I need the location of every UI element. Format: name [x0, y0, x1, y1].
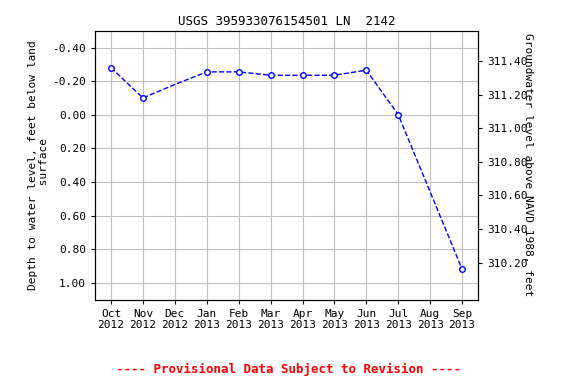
Y-axis label: Groundwater level above NAVD 1988, feet: Groundwater level above NAVD 1988, feet — [523, 33, 533, 297]
Title: USGS 395933076154501 LN  2142: USGS 395933076154501 LN 2142 — [178, 15, 395, 28]
Text: ---- Provisional Data Subject to Revision ----: ---- Provisional Data Subject to Revisio… — [116, 363, 460, 376]
Y-axis label: Depth to water level, feet below land
 surface: Depth to water level, feet below land su… — [28, 40, 50, 290]
